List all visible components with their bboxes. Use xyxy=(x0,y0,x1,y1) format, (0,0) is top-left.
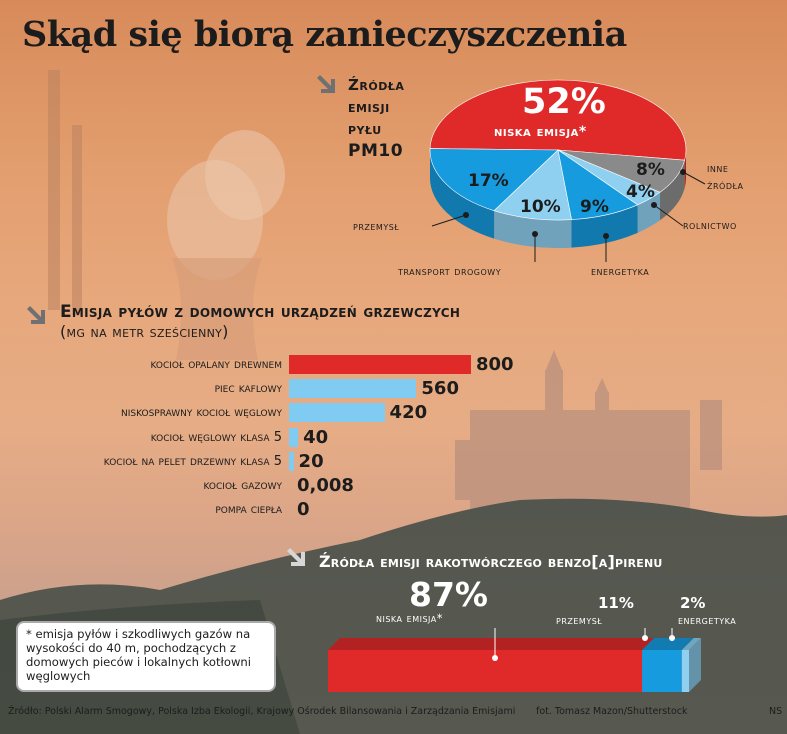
pie-pct-rolnictwo: 4% xyxy=(626,182,655,202)
benzo-label-niska-emisja: niska emisja* xyxy=(376,611,443,625)
bar xyxy=(289,451,294,471)
bars-subtitle: (mg na metr sześcienny) xyxy=(60,322,229,341)
leader-line xyxy=(431,214,467,227)
pie-chart xyxy=(429,79,706,262)
pie-slice xyxy=(493,149,572,221)
bar-category-label: niskosprawny kocioł węglowy xyxy=(121,405,282,421)
bar-value-label: 420 xyxy=(389,402,428,424)
leader-dot xyxy=(532,231,538,237)
pie-pct-transport: 10% xyxy=(520,197,561,217)
pie-label-inne-line-2: źródła xyxy=(707,178,744,192)
stacked-segment-top xyxy=(681,638,701,650)
pie-label-energetyka: energetyka xyxy=(591,264,650,278)
benzo-label-przemysl: przemysł xyxy=(556,613,603,627)
benzo-pct-przemysl: 11% xyxy=(598,594,634,612)
pie-label-rolnictwo: rolnictwo xyxy=(683,218,737,232)
bar-category-label: pompa ciepła xyxy=(215,502,282,518)
arrow-down-right-icon xyxy=(287,548,305,566)
bar xyxy=(289,427,299,447)
pie-side xyxy=(430,150,495,239)
leader-dot xyxy=(669,635,675,641)
arrow-down-right-icon xyxy=(317,75,335,93)
bar-value-label: 560 xyxy=(421,378,459,400)
bar-category-label: kocioł opalany drewnem xyxy=(150,357,283,372)
leader-dot xyxy=(492,655,498,661)
pie-title-line-1: Źródła xyxy=(348,76,405,94)
benzo-label-energetyka: energetyka xyxy=(678,613,737,627)
pie-title: Źródła emisji pyłu PM10 xyxy=(348,74,404,162)
arrow-down-right-icon xyxy=(27,306,45,324)
bar xyxy=(289,355,471,374)
bar-category-label: piec kaflowy xyxy=(214,381,282,397)
leader-dot xyxy=(642,635,648,641)
bar xyxy=(289,379,417,399)
source-text: Źródło: Polski Alarm Smogowy, Polska Izb… xyxy=(8,706,516,717)
pie-pct-inne: 8% xyxy=(636,160,665,180)
stacked-segment xyxy=(642,650,682,692)
leader-line xyxy=(682,171,706,185)
bar-value-label: 40 xyxy=(303,426,329,448)
stacked-segment xyxy=(328,650,643,692)
benzo-pct-energetyka: 2% xyxy=(680,594,706,612)
stacked-segment xyxy=(681,650,689,692)
leader-dot xyxy=(651,202,657,208)
leader-line xyxy=(653,204,684,227)
pie-pct-przemysl: 17% xyxy=(468,171,509,191)
page-title: Skąd się biorą zanieczyszczenia xyxy=(22,14,627,55)
pie-label-inne-line-1: inne xyxy=(707,161,729,175)
bar-value-label: 0 xyxy=(297,499,310,521)
pie-pct-energetyka: 9% xyxy=(580,197,609,217)
bars-title: Emisja pyłów z domowych urządzeń grzewcz… xyxy=(60,302,461,322)
pie-slice xyxy=(429,148,559,211)
bar-value-label: 20 xyxy=(298,450,324,472)
benzo-title: Źródła emisji rakotwórczego benzo[a]pire… xyxy=(319,552,663,571)
stacked-segment-top xyxy=(642,638,694,650)
pie-side xyxy=(571,204,638,248)
bar-category-label: kocioł na pelet drzewny klasa 5 xyxy=(103,453,282,469)
benzo-pct-niska-emisja: 87% xyxy=(409,575,488,614)
pie-pct-niska-emisja: 52% xyxy=(522,82,606,122)
leader-dot xyxy=(463,212,469,218)
leader-dot xyxy=(603,233,609,239)
stacked-segment-top xyxy=(328,638,655,650)
pie-label-przemysl: przemysł xyxy=(353,219,400,233)
bar-value-label: 800 xyxy=(476,354,514,375)
leader-dot xyxy=(680,169,686,175)
pie-slice xyxy=(429,79,687,161)
pie-label-transport: transport drogowy xyxy=(398,264,502,278)
pie-title-line-2: emisji xyxy=(348,98,390,116)
bar-category-label: kocioł węglowy klasa 5 xyxy=(150,429,282,445)
pie-title-line-4: PM10 xyxy=(348,141,404,161)
pie-side xyxy=(660,160,685,221)
pie-label-niska-emisja: niska emisja* xyxy=(494,124,587,140)
author-initials: NS xyxy=(769,706,783,717)
bar-category-label: kocioł gazowy xyxy=(203,478,282,493)
photo-credit: fot. Tomasz Mazon/Shutterstock xyxy=(536,706,688,717)
bar xyxy=(289,403,385,423)
footnote-box: * emisja pyłów i szkodliwych gazów na wy… xyxy=(16,621,276,692)
stacked-side xyxy=(689,638,701,692)
pie-title-line-3: pyłu xyxy=(348,120,382,138)
footnote-text: * emisja pyłów i szkodliwych gazów na wy… xyxy=(26,627,251,683)
bar-value-label: 0,008 xyxy=(297,475,354,496)
